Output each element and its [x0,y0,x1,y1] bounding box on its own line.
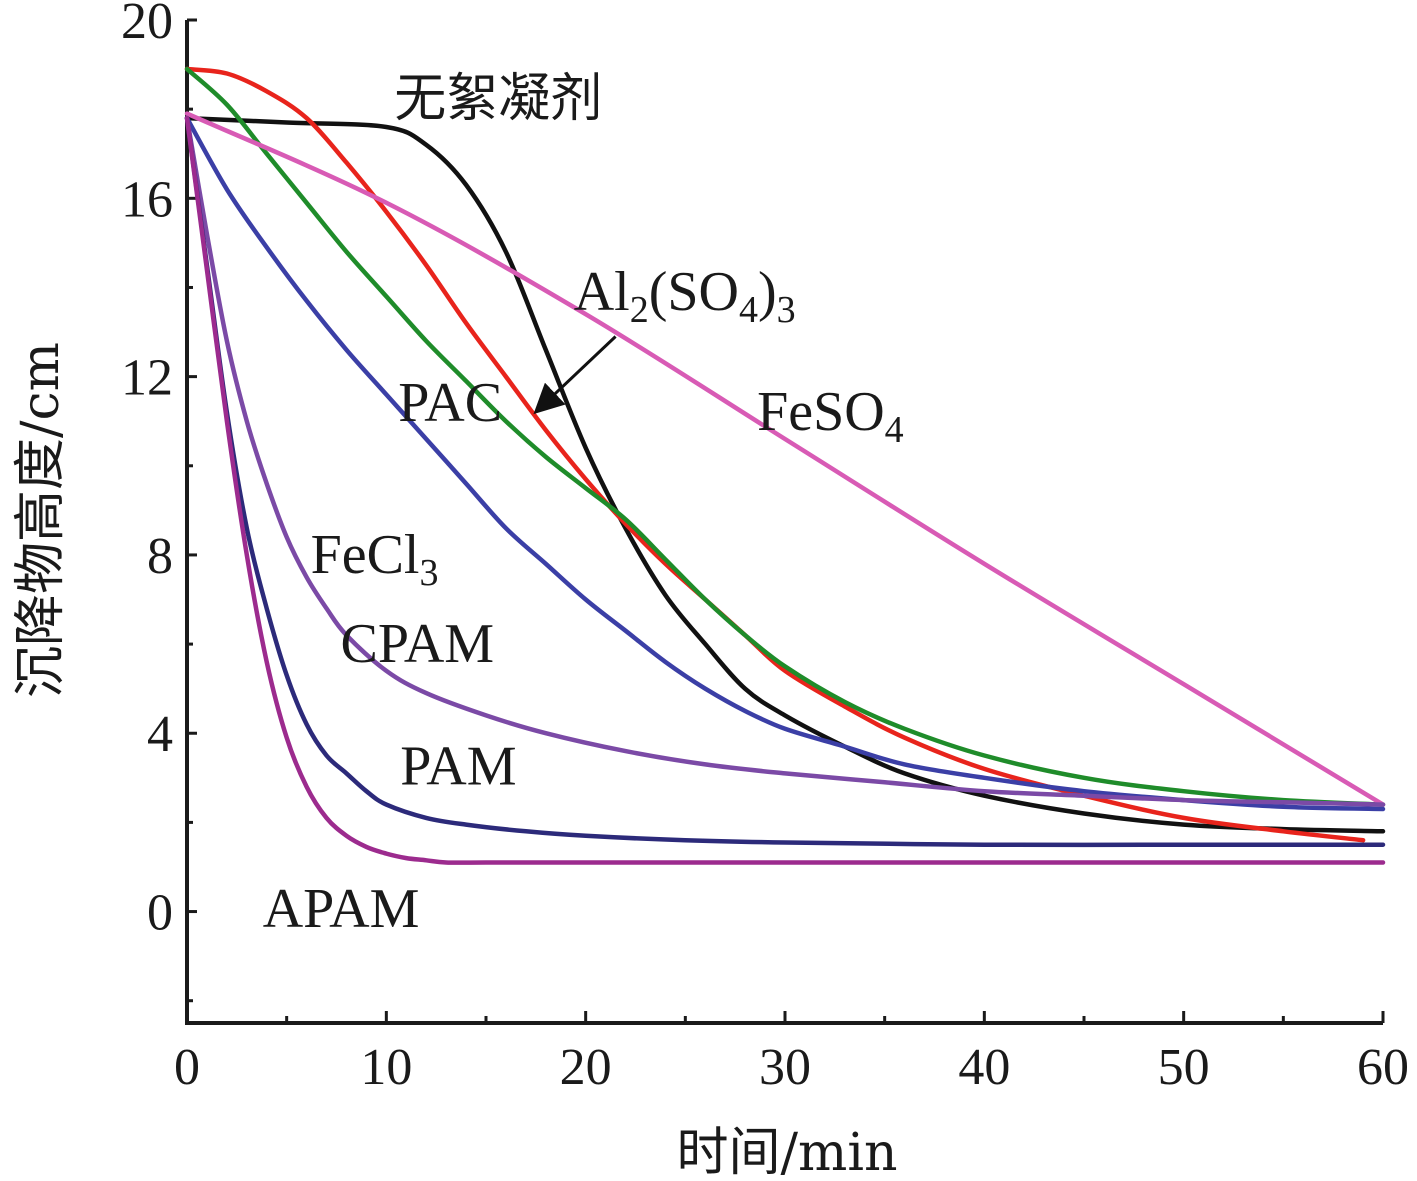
annotation-al2so43: Al2(SO4)3 [574,261,796,331]
y-tick-label: 12 [121,350,173,407]
series-line-0 [184,115,1386,834]
al-sub2: 4 [739,289,758,331]
x-tick-label: 10 [360,1039,412,1096]
series-group [184,66,1386,865]
annotations: 无絮凝剂 PAC FeSO4 FeCl3 CPAM PAM APAM [263,69,904,940]
al-close: ) [758,261,777,323]
series-line-5 [184,115,1386,807]
y-axis-title: 沉降物高度/cm [11,342,71,698]
al-sub3: 3 [777,289,796,331]
series-line-3 [184,111,1386,807]
x-tick-label: 20 [560,1039,612,1096]
y-tick-label: 16 [121,171,173,228]
series-line-7 [184,115,1386,865]
x-tick-label: 30 [759,1039,811,1096]
annotation-label-0: 无絮凝剂 [394,69,602,129]
x-tick-label: 50 [1158,1039,1210,1096]
axes: 0 4 8 12 16 20 0 10 20 30 40 50 60 [121,0,1409,1096]
x-axis-title: 时间/min [677,1123,898,1181]
y-tick-label: 4 [147,706,173,763]
annotation-label-6: APAM [263,878,420,940]
series-line-2 [184,66,1386,807]
y-tick-label: 8 [147,528,173,585]
y-tick-label: 20 [121,0,173,50]
annotation-label-5: PAM [400,736,516,798]
annotation-label-4: CPAM [340,613,494,675]
series-line-4 [184,115,1386,812]
annotation-label-1: PAC [398,372,502,434]
al-mid: (SO [649,261,739,323]
y-tick-label: 0 [147,885,173,942]
series-line-1 [184,66,1366,843]
al-sub1: 2 [630,289,649,331]
x-tick-label: 40 [958,1039,1010,1096]
al-main: Al [574,261,630,323]
x-tick-label: 60 [1357,1039,1409,1096]
x-tick-label: 0 [174,1039,200,1096]
series-line-6 [184,115,1386,848]
annotation-label-3: FeCl3 [311,524,439,594]
annotation-label-2: FeSO4 [757,381,904,451]
al2so43-arrow [533,335,617,415]
